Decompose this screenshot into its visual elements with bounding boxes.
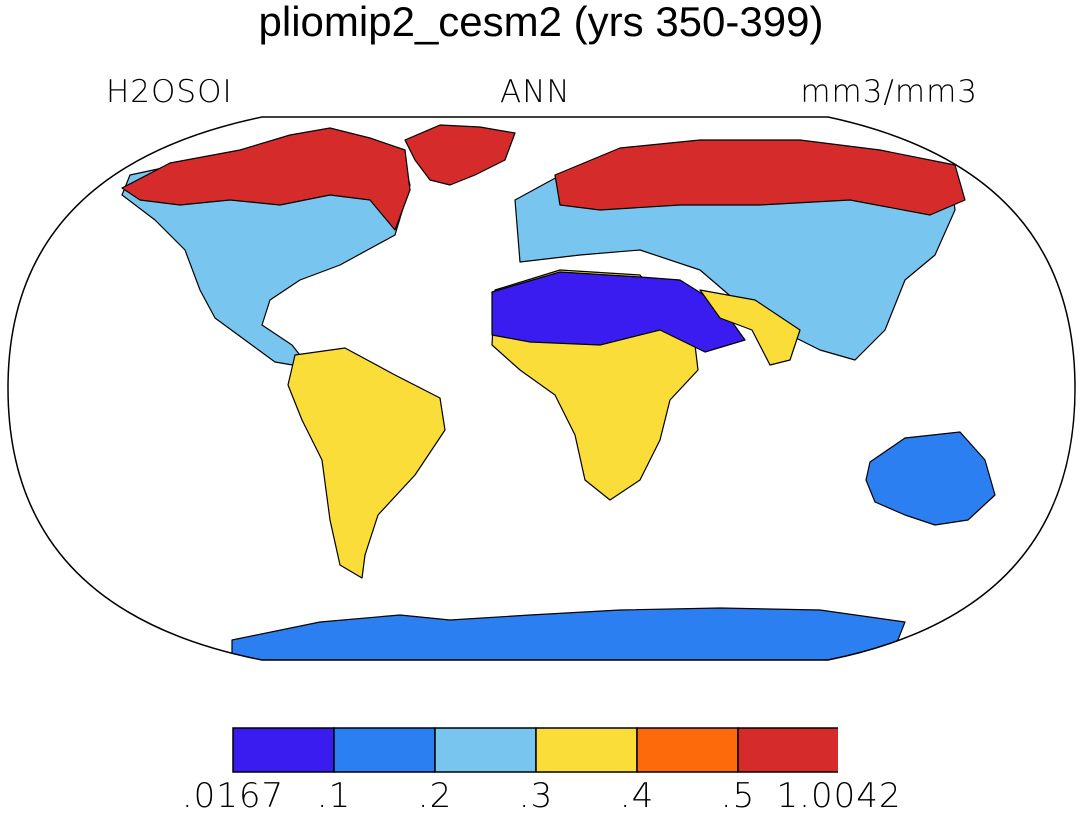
map-title: pliomip2_cesm2 (yrs 350-399) (258, 0, 824, 45)
colorbar-bins (232, 727, 838, 773)
units-label: mm3/mm3 (800, 74, 978, 110)
map-boundary (7, 116, 1076, 661)
colorbar-tick-6: .5 (720, 776, 756, 816)
region-australia (865, 431, 996, 526)
region-canada-north (121, 127, 411, 231)
season-label: ANN (500, 74, 571, 110)
region-antarctica (231, 607, 906, 660)
colorbar-tick-7: 1.0042 (776, 776, 902, 816)
colorbar-bin-6 (737, 727, 838, 773)
variable-label: H2OSOI (106, 74, 233, 110)
colorbar-tick-3: .2 (417, 776, 453, 816)
region-sahara-arabia (491, 271, 746, 353)
colorbar-tick-4: .3 (518, 776, 554, 816)
region-south-asia (699, 289, 801, 366)
colorbar-bin-5 (636, 727, 739, 773)
colorbar-tick-5: .4 (619, 776, 655, 816)
colorbar (232, 727, 838, 773)
colorbar-bin-4 (535, 727, 638, 773)
colorbar-tick-2: .1 (316, 776, 352, 816)
colorbar-bin-1 (232, 727, 335, 773)
region-siberia (554, 139, 966, 216)
land-regions (121, 124, 996, 660)
colorbar-tick-1: .0167 (181, 776, 285, 816)
colorbar-bin-3 (434, 727, 537, 773)
colorbar-bin-2 (333, 727, 436, 773)
region-greenland (404, 124, 516, 186)
region-south-america (287, 347, 446, 579)
